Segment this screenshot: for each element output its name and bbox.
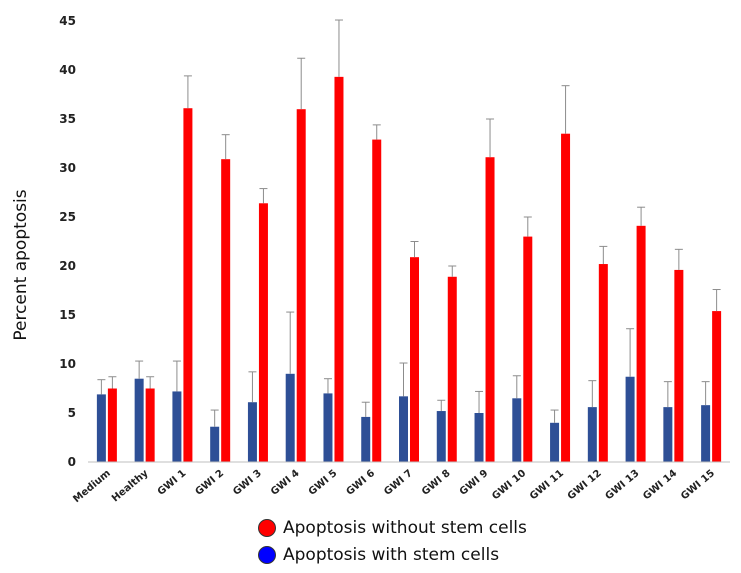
y-tick-label: 15 xyxy=(59,308,76,322)
bar-without-stem-cells xyxy=(107,388,117,462)
blue-circle-icon xyxy=(258,545,276,564)
bar-with-stem-cells xyxy=(701,405,711,462)
y-tick-label: 35 xyxy=(59,112,76,126)
x-tick-label: GWI 9 xyxy=(458,468,491,498)
bar-with-stem-cells xyxy=(399,396,408,462)
bar-without-stem-cells xyxy=(636,225,646,462)
y-tick-label: 0 xyxy=(68,455,76,469)
bar-with-stem-cells xyxy=(210,426,220,462)
x-tick-label: GWI 3 xyxy=(231,468,264,498)
x-tick-label: GWI 1 xyxy=(156,468,189,498)
x-tick-label: GWI 15 xyxy=(679,468,717,502)
x-tick-label: GWI 5 xyxy=(307,468,340,498)
x-tick-label: GWI 7 xyxy=(382,468,415,498)
bar-without-stem-cells xyxy=(485,157,495,462)
bar-with-stem-cells xyxy=(436,411,446,462)
bar-without-stem-cells xyxy=(183,108,193,462)
y-tick-label: 30 xyxy=(59,161,76,175)
x-tick-label: GWI 11 xyxy=(528,468,566,502)
legend-label: Apoptosis without stem cells xyxy=(283,517,527,538)
bar-with-stem-cells xyxy=(247,402,257,462)
bar-with-stem-cells xyxy=(587,407,597,462)
bar-without-stem-cells xyxy=(145,388,155,462)
x-tick-label: GWI 4 xyxy=(269,468,302,498)
bar-with-stem-cells xyxy=(323,393,333,462)
legend-item-with-stem-cells: Apoptosis with stem cells xyxy=(258,541,527,568)
bar-with-stem-cells xyxy=(512,398,522,462)
bar-with-stem-cells xyxy=(474,413,484,462)
bar-with-stem-cells xyxy=(96,394,106,462)
bar-with-stem-cells xyxy=(663,407,673,462)
y-tick-label: 40 xyxy=(59,63,76,77)
bar-without-stem-cells xyxy=(447,276,457,462)
x-tick-label: GWI 6 xyxy=(345,468,378,498)
y-tick-label: 25 xyxy=(59,210,76,224)
x-tick-label: GWI 10 xyxy=(490,468,528,502)
error-bars xyxy=(97,19,721,427)
bar-with-stem-cells xyxy=(625,376,635,462)
bar-without-stem-cells xyxy=(410,257,419,462)
bar-with-stem-cells xyxy=(285,373,295,462)
y-tick-label: 45 xyxy=(59,14,76,28)
bars xyxy=(96,76,722,463)
bar-with-stem-cells xyxy=(550,422,560,462)
y-tick-label: 10 xyxy=(59,357,76,371)
legend-item-without-stem-cells: Apoptosis without stem cells xyxy=(258,514,527,541)
bar-with-stem-cells xyxy=(172,391,182,462)
bar-without-stem-cells xyxy=(258,203,268,462)
bar-without-stem-cells xyxy=(334,76,344,463)
x-tick-label: GWI 8 xyxy=(420,468,453,498)
bar-without-stem-cells xyxy=(598,264,608,462)
x-tick-label: Healthy xyxy=(110,468,151,505)
bar-without-stem-cells xyxy=(221,159,231,462)
x-tick-label: GWI 2 xyxy=(193,468,226,498)
y-axis-label: Percent apoptosis xyxy=(11,189,31,340)
y-tick-label: 20 xyxy=(59,259,76,273)
bar-without-stem-cells xyxy=(523,236,533,462)
x-tick-label: GWI 13 xyxy=(604,468,642,502)
legend-label: Apoptosis with stem cells xyxy=(283,544,500,565)
legend: Apoptosis without stem cells Apoptosis w… xyxy=(258,514,527,568)
bar-without-stem-cells xyxy=(372,139,382,462)
x-tick-label: Medium xyxy=(71,468,112,505)
y-axis-ticks: 0 5 10 15 20 25 30 35 40 45 xyxy=(59,14,76,469)
bar-without-stem-cells xyxy=(561,133,571,462)
bar-without-stem-cells xyxy=(296,109,306,462)
x-tick-label: GWI 14 xyxy=(641,468,679,502)
x-tick-label: GWI 12 xyxy=(566,468,604,502)
bar-without-stem-cells xyxy=(712,311,722,462)
bar-without-stem-cells xyxy=(674,269,684,462)
bar-with-stem-cells xyxy=(134,378,144,462)
bar-with-stem-cells xyxy=(361,416,371,462)
y-tick-label: 5 xyxy=(68,406,76,420)
red-circle-icon xyxy=(258,518,276,537)
